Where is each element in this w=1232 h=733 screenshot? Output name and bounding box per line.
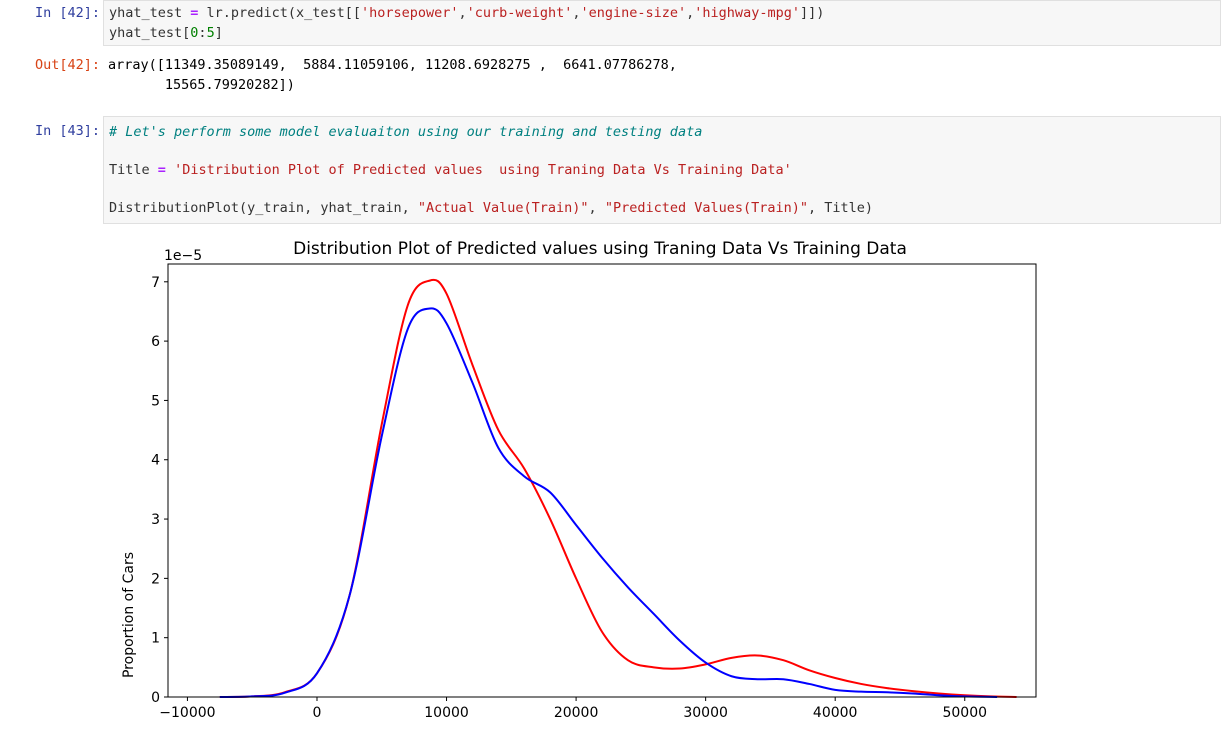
y-tick-label: 2 xyxy=(151,571,160,587)
y-tick-label: 0 xyxy=(151,690,160,706)
code-line: # Let's perform some model evaluaiton us… xyxy=(104,122,1220,142)
series-line-1 xyxy=(219,307,998,698)
code-token: 5 xyxy=(206,25,215,41)
code-line: Title = 'Distribution Plot of Predicted … xyxy=(104,160,1220,180)
code-cell-43[interactable]: # Let's perform some model evaluaiton us… xyxy=(103,116,1221,224)
x-tick-label: 40000 xyxy=(813,705,858,721)
code-token: "Predicted Values(Train)" xyxy=(604,200,809,216)
plot-frame xyxy=(167,263,1037,698)
code-token: 'highway-mpg' xyxy=(694,5,800,21)
distribution-plot: Distribution Plot of Predicted values us… xyxy=(121,239,1037,721)
code-token: , xyxy=(588,200,605,216)
code-token: ]]) xyxy=(799,5,825,21)
code-token: , Title) xyxy=(808,200,874,216)
x-tick-label: −10000 xyxy=(159,705,215,721)
y-tick-label: 1 xyxy=(151,631,160,647)
y-tick-label: 5 xyxy=(151,393,160,409)
code-line: yhat_test[0:5] xyxy=(104,23,1220,43)
code-token: 0 xyxy=(190,25,199,41)
x-tick-label: 0 xyxy=(313,705,322,721)
input-prompt-42: In [42]: xyxy=(34,5,100,21)
code-token: yhat_test[ xyxy=(109,25,191,41)
code-token: = xyxy=(157,162,166,178)
code-line: yhat_test = lr.predict(x_test[['horsepow… xyxy=(104,3,1220,23)
code-token: "Actual Value(Train)" xyxy=(417,200,589,216)
output-line-1: array([11349.35089149, 5884.11059106, 11… xyxy=(108,57,677,73)
code-token: , xyxy=(572,5,581,21)
output-line-2: 15565.79920282]) xyxy=(108,77,295,93)
y-tick-label: 4 xyxy=(151,453,160,469)
output-prompt-42: Out[42]: xyxy=(34,57,100,73)
code-token: ] xyxy=(214,25,223,41)
code-cell-42[interactable]: yhat_test = lr.predict(x_test[['horsepow… xyxy=(103,0,1221,46)
code-token: Title xyxy=(109,162,158,178)
code-token: yhat_test xyxy=(109,5,191,21)
code-token xyxy=(166,162,174,178)
code-token: 'engine-size' xyxy=(580,5,687,21)
x-tick-label: 10000 xyxy=(424,705,469,721)
y-axis-label: Proportion of Cars xyxy=(121,552,137,678)
y-offset-label: 1e−5 xyxy=(164,248,202,264)
code-token: # Let's perform some model evaluaiton us… xyxy=(109,124,703,140)
code-token: : xyxy=(198,25,207,41)
code-token: = xyxy=(190,5,199,21)
code-token: 'curb-weight' xyxy=(466,5,573,21)
code-token: , xyxy=(686,5,695,21)
series-line-0 xyxy=(219,278,1017,698)
code-line: DistributionPlot(y_train, yhat_train, "A… xyxy=(104,198,1220,218)
code-line xyxy=(104,142,1220,160)
code-token: 'Distribution Plot of Predicted values u… xyxy=(174,162,792,178)
chart-title: Distribution Plot of Predicted values us… xyxy=(293,239,907,259)
y-tick-label: 3 xyxy=(151,512,160,528)
x-tick-label: 20000 xyxy=(554,705,599,721)
code-token: DistributionPlot(y_train, yhat_train, xyxy=(109,200,418,216)
code-token: 'horsepower' xyxy=(360,5,459,21)
code-line xyxy=(104,180,1220,198)
y-tick-label: 6 xyxy=(151,334,160,350)
x-tick-label: 50000 xyxy=(942,705,987,721)
code-token: , xyxy=(458,5,467,21)
input-prompt-43: In [43]: xyxy=(34,123,100,139)
x-tick-label: 30000 xyxy=(683,705,728,721)
code-token: lr.predict(x_test[[ xyxy=(198,5,361,21)
y-tick-label: 7 xyxy=(151,275,160,291)
